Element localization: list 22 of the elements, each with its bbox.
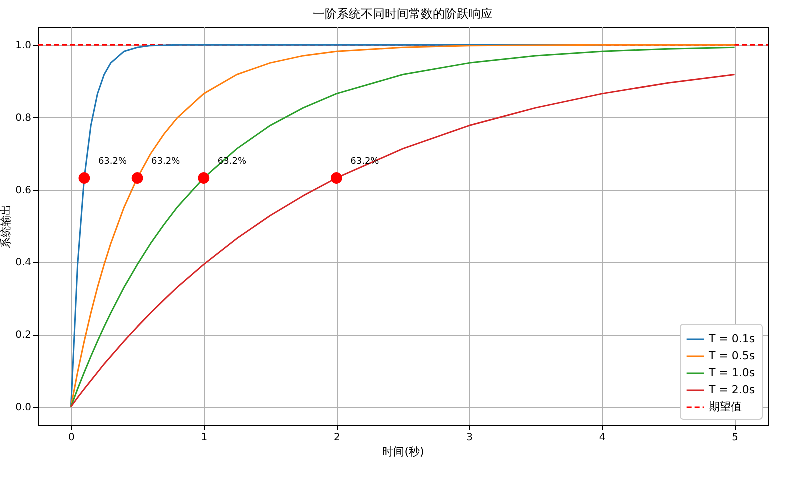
y-tick-label: 0.2 xyxy=(16,330,32,342)
x-tick-label: 1 xyxy=(201,432,208,444)
x-tick-label: 3 xyxy=(466,432,474,444)
x-tick-label: 5 xyxy=(732,432,739,444)
x-tick-label: 4 xyxy=(599,432,606,444)
x-tick-label: 2 xyxy=(334,432,340,444)
y-tick-label: 0.8 xyxy=(16,112,32,124)
y-tick-label: 0.4 xyxy=(16,258,32,269)
annotation: 63.2% xyxy=(152,157,181,168)
x-tick-label: 0 xyxy=(68,432,75,444)
y-tick-label: 0.6 xyxy=(16,185,32,196)
legend-label: 期望值 xyxy=(709,400,742,414)
y-tick-label: 1.0 xyxy=(16,40,32,52)
y-tick-label: 0.0 xyxy=(16,402,32,414)
x-axis-title: 时间(秒) xyxy=(382,446,424,458)
legend-label: T = 1.0s xyxy=(708,366,756,380)
chart-title: 一阶系统不同时间常数的阶跃响应 xyxy=(313,7,493,21)
legend-label: T = 0.1s xyxy=(708,332,756,346)
y-axis-title: 系统输出 xyxy=(0,204,13,248)
annotation: 63.2% xyxy=(98,157,128,168)
legend-label: T = 2.0s xyxy=(708,384,756,396)
legend-label: T = 0.5s xyxy=(708,350,756,362)
